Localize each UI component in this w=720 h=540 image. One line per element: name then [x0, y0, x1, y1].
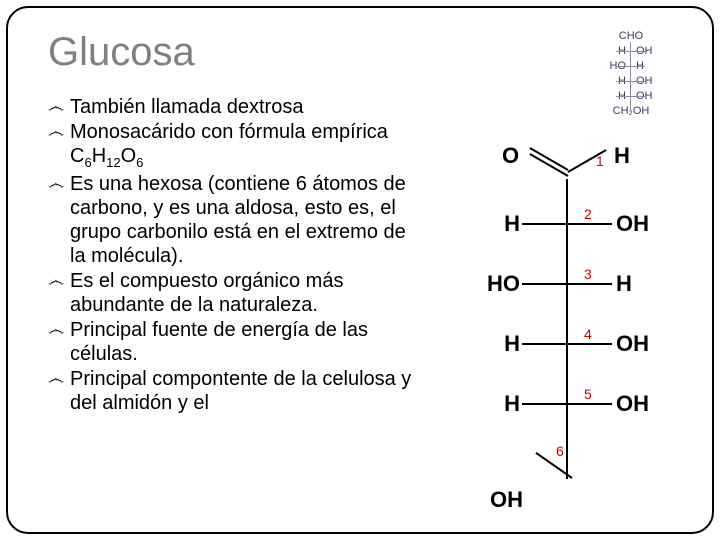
bullet-marker: ෴: [48, 367, 70, 415]
mini-terminal-label: CHO: [576, 30, 686, 43]
group-label-right: OH: [616, 211, 649, 237]
mini-bond-right: [631, 51, 645, 52]
mini-bond-left: [616, 81, 630, 82]
bond-right: [568, 343, 612, 345]
bullet-text: Es el compuesto orgánico más abundante d…: [70, 269, 418, 317]
right-column: CHOHOHHOHHOHHOHCH₂OH 1OH2HOH3HOH4HOH5HOH…: [428, 95, 692, 540]
bullet-marker: ෴: [48, 95, 70, 119]
mini-bond-left: [616, 66, 630, 67]
slide-content: Glucosa ෴También llamada dextrosa෴Monosa…: [0, 0, 720, 540]
group-label-left: H: [504, 391, 520, 417]
group-label: OH: [490, 487, 523, 513]
mini-bond-left: [616, 51, 630, 52]
bond-right: [568, 403, 612, 405]
mini-bond-right: [631, 66, 645, 67]
bond-left: [522, 343, 566, 345]
bullet-text: También llamada dextrosa: [70, 95, 418, 119]
bullet-item: ෴Es una hexosa (contiene 6 átomos de car…: [48, 172, 418, 268]
group-label-right: H: [616, 271, 632, 297]
group-label-h: H: [614, 143, 630, 169]
mini-row: HOH: [576, 44, 686, 59]
mini-row: HOH: [576, 74, 686, 89]
bullet-text: Principal compontente de la celulosa y d…: [70, 367, 418, 415]
mini-terminal-label: CH₂OH: [576, 105, 686, 118]
group-label-left: H: [504, 211, 520, 237]
mini-bond-right: [631, 81, 645, 82]
carbon-number: 4: [584, 326, 592, 342]
bullet-item: ෴Monosacárido con fórmula empírica C6H12…: [48, 120, 418, 171]
bond-left: [522, 283, 566, 285]
group-label-right: OH: [616, 331, 649, 357]
carbon-number: 6: [556, 443, 564, 459]
bond-right: [568, 283, 612, 285]
bullet-marker: ෴: [48, 172, 70, 268]
carbon-number: 5: [584, 386, 592, 402]
body-row: ෴También llamada dextrosa෴Monosacárido c…: [48, 95, 692, 540]
bullet-text: Principal fuente de energía de las célul…: [70, 318, 418, 366]
bond-left: [522, 403, 566, 405]
fischer-mini-diagram: CHOHOHHOHHOHHOHCH₂OH: [576, 29, 686, 119]
bullet-item: ෴Principal compontente de la celulosa y …: [48, 367, 418, 415]
group-label-o: O: [502, 143, 519, 169]
fischer-large-diagram: 1OH2HOH3HOH4HOH5HOH6OH: [448, 143, 698, 523]
group-label-left: HO: [487, 271, 520, 297]
mini-bond-left: [616, 96, 630, 97]
group-label-right: OH: [616, 391, 649, 417]
mini-bond-right: [631, 96, 645, 97]
group-label-left: H: [504, 331, 520, 357]
carbon-number: 3: [584, 266, 592, 282]
carbon-number: 2: [584, 206, 592, 222]
bond-double-1: [529, 147, 568, 171]
bullet-item: ෴También llamada dextrosa: [48, 95, 418, 119]
bond-right: [568, 223, 612, 225]
bullet-list: ෴También llamada dextrosa෴Monosacárido c…: [48, 95, 418, 540]
bullet-item: ෴Es el compuesto orgánico más abundante …: [48, 269, 418, 317]
mini-row: CH₂OH: [576, 104, 686, 119]
bullet-text: Es una hexosa (contiene 6 átomos de carb…: [70, 172, 418, 268]
bullet-item: ෴Principal fuente de energía de las célu…: [48, 318, 418, 366]
bullet-marker: ෴: [48, 120, 70, 171]
bullet-text: Monosacárido con fórmula empírica C6H12O…: [70, 120, 418, 171]
mini-row: HOH: [576, 89, 686, 104]
bullet-marker: ෴: [48, 318, 70, 366]
mini-row: HOH: [576, 59, 686, 74]
bond-left: [522, 223, 566, 225]
bullet-marker: ෴: [48, 269, 70, 317]
mini-row: CHO: [576, 29, 686, 44]
